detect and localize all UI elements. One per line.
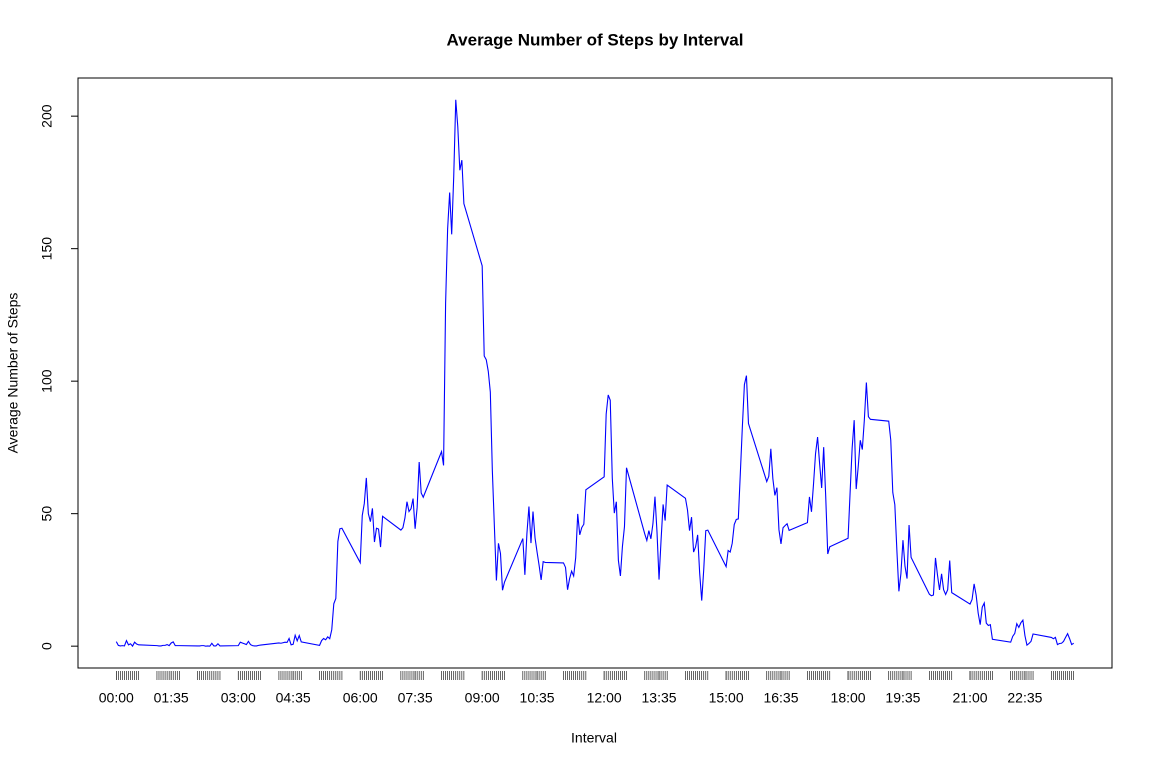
x-tick-label: 18:00 bbox=[831, 690, 866, 706]
y-tick-label: 100 bbox=[39, 369, 55, 393]
y-tick-label: 150 bbox=[39, 237, 55, 261]
x-tick-label: 15:00 bbox=[709, 690, 744, 706]
y-tick-label: 200 bbox=[39, 104, 55, 128]
x-tick-label: 07:35 bbox=[398, 690, 433, 706]
y-tick-label: 0 bbox=[39, 642, 55, 650]
x-tick-label: 13:35 bbox=[642, 690, 677, 706]
data-line bbox=[115, 99, 1074, 648]
x-tick-label: 00:00 bbox=[99, 690, 134, 706]
x-tick-label: 01:35 bbox=[154, 690, 189, 706]
x-tick-label: 16:35 bbox=[763, 690, 798, 706]
x-tick-label: 09:00 bbox=[465, 690, 500, 706]
x-axis-label: Interval bbox=[571, 730, 617, 746]
x-tick-label: 21:00 bbox=[953, 690, 988, 706]
x-tick-label: 12:00 bbox=[587, 690, 622, 706]
x-tick-label: 10:35 bbox=[520, 690, 555, 706]
x-tick-label: 04:35 bbox=[276, 690, 311, 706]
x-tick-label: 22:35 bbox=[1007, 690, 1042, 706]
x-tick-label: 06:00 bbox=[343, 690, 378, 706]
chart-title: Average Number of Steps by Interval bbox=[447, 30, 744, 49]
x-tick-label: 03:00 bbox=[221, 690, 256, 706]
y-tick-label: 50 bbox=[39, 506, 55, 522]
x-tick-label: 19:35 bbox=[885, 690, 920, 706]
y-axis-label: Average Number of Steps bbox=[5, 293, 21, 454]
